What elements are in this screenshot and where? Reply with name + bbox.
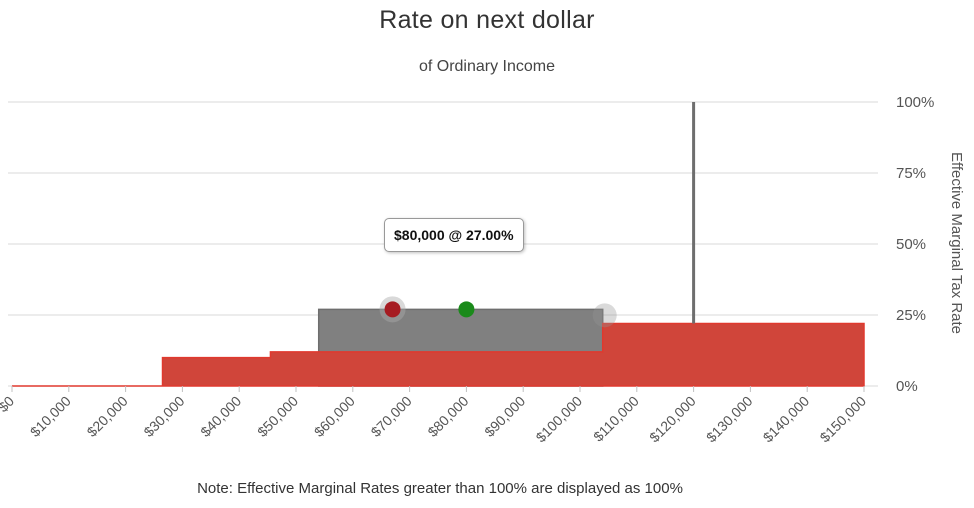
data-point[interactable]: [458, 301, 475, 318]
x-tick-label: $120,000: [646, 393, 699, 446]
chart-area: $0 $10,000 $20,000 $30,000 $40,000 $50,000 $60…: [0, 94, 965, 445]
x-tick-label: $20,000: [84, 393, 131, 440]
x-tick-label: $40,000: [197, 393, 244, 440]
y-tick-label: 25%: [896, 307, 926, 324]
x-tick-label: $80,000: [424, 393, 471, 440]
x-tick-label: $30,000: [140, 393, 187, 440]
x-tick-label: $70,000: [368, 393, 415, 440]
hover-halo: [592, 303, 617, 328]
y-tick-label: 50%: [896, 236, 926, 253]
x-tick-label: $100,000: [533, 393, 586, 446]
data-markers: [379, 296, 475, 323]
x-tick-label: $110,000: [590, 393, 642, 445]
x-tick-label: $60,000: [311, 393, 358, 440]
x-tick-label: $90,000: [481, 393, 528, 440]
data-point[interactable]: [384, 301, 401, 318]
chart-subtitle: of Ordinary Income: [418, 58, 556, 75]
y-axis-ticks: 0% 25% 50% 75% 100%: [896, 94, 934, 395]
x-tick-label: $130,000: [703, 393, 756, 446]
x-axis-ticks: $0 $10,000 $20,000 $30,000 $40,000 $50,000 $60…: [0, 386, 869, 445]
data-tooltip: $80,000 @ 27.00%: [384, 218, 524, 252]
x-tick-label: $10,000: [27, 393, 74, 440]
y-tick-label: 75%: [896, 165, 926, 182]
x-tick-label: $0: [0, 393, 17, 415]
chart-title: Rate on next dollar: [379, 6, 595, 34]
x-tick-label: $140,000: [760, 393, 813, 446]
series-red-area: [12, 322, 865, 387]
y-axis-label: Effective Marginal Tax Rate: [948, 152, 965, 334]
y-tick-label: 100%: [896, 94, 934, 111]
y-tick-label: 0%: [896, 378, 918, 395]
series-areas: [12, 102, 865, 387]
x-tick-label: $50,000: [254, 393, 301, 440]
chart-note: Note: Effective Marginal Rates greater t…: [197, 480, 683, 497]
x-tick-label: $150,000: [817, 393, 870, 446]
